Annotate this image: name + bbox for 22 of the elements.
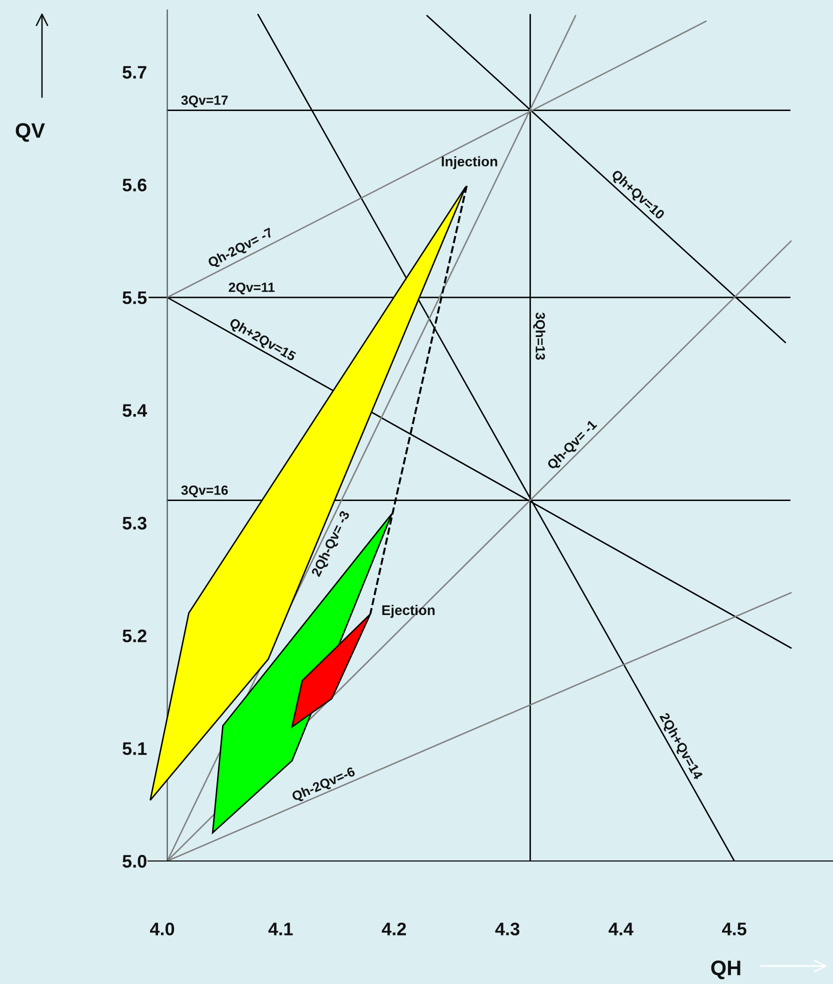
annotation: Injection (442, 156, 498, 170)
series-label: 3Qv=17 (181, 96, 228, 108)
annotation: Ejection (382, 604, 435, 618)
series-label: 3Qv=16 (181, 486, 228, 498)
x-tick-label: 4.3 (495, 922, 520, 936)
text: 3Qh=13 (533, 312, 546, 360)
y-tick-label: 5.6 (122, 178, 146, 192)
y-tick-label: 5.1 (122, 742, 147, 756)
y-tick-label: 5.4 (122, 404, 148, 417)
y-axis-title: QV (16, 123, 45, 142)
y-tick-label: 5.5 (122, 292, 147, 304)
x-tick-label: 4.4 (608, 922, 634, 936)
x-axis-title: QH (711, 960, 740, 980)
y-tick-label: 5.0 (122, 854, 146, 868)
y-tick-label: 5.3 (122, 516, 146, 530)
x-tick-label: 4.1 (268, 922, 293, 936)
y-tick-label: 5.2 (122, 630, 146, 642)
x-tick-label: 4.0 (150, 922, 174, 936)
x-tick-label: 4.5 (722, 922, 746, 936)
series-label: 2Qv=11 (228, 282, 275, 294)
x-tick-label: 4.2 (382, 922, 406, 936)
y-tick-label: 5.7 (122, 66, 146, 79)
